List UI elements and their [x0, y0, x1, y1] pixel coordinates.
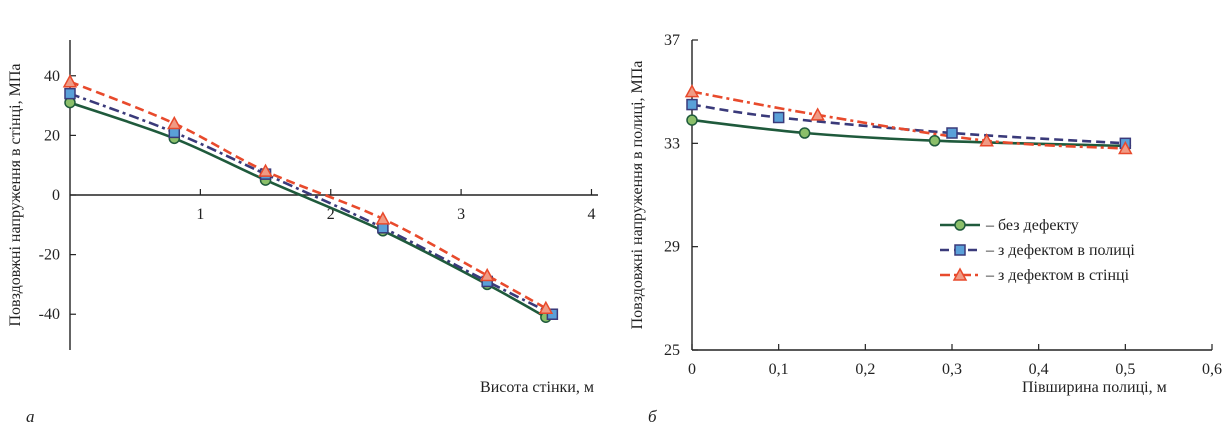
- legend-label: – з дефектом в полиці: [985, 242, 1135, 259]
- data-point-no_defect: [928, 135, 941, 147]
- series-line-web_defect: [691, 90, 1126, 150]
- legend-label: – з дефектом в стінці: [985, 267, 1130, 284]
- data-point-flange_defect: [686, 98, 698, 111]
- y-tick-label: 20: [44, 127, 60, 144]
- y-tick-label: 37: [664, 32, 680, 49]
- data-point-web_defect: [684, 84, 700, 98]
- data-point-web_defect: [375, 211, 391, 225]
- data-point-flange_defect: [772, 111, 785, 124]
- y-tick-label: -20: [39, 247, 60, 264]
- data-point-web_defect: [479, 267, 495, 282]
- series-line-flange_defect: [691, 103, 1126, 145]
- data-point-no_defect: [798, 127, 811, 139]
- legend-marker-flange_defect: [954, 244, 966, 256]
- x-tick-label: 0,3: [942, 361, 962, 378]
- data-point-flange_defect: [64, 87, 76, 100]
- y-tick-label: 33: [664, 135, 680, 152]
- y-tick-label: 29: [664, 239, 680, 256]
- chart-a: 40 20 0 -20 -40 1 2 3 4 Висота стінки, м Повздовжн…: [7, 40, 598, 426]
- data-point-no_defect: [686, 114, 698, 126]
- x-tick-label: 1: [196, 206, 204, 223]
- x-axis-label: Висота стінки, м: [480, 379, 594, 396]
- legend-marker-no_defect: [954, 219, 966, 231]
- data-point-web_defect: [167, 115, 182, 130]
- x-tick-label: 4: [587, 206, 595, 223]
- series-line-no_defect: [69, 101, 547, 319]
- data-point-web_defect: [1118, 140, 1133, 155]
- panel-label: б: [648, 407, 657, 426]
- x-tick-label: 0,1: [769, 361, 789, 378]
- data-point-flange_defect: [946, 127, 958, 139]
- data-point-web_defect: [258, 163, 273, 177]
- y-tick-label: 25: [664, 342, 680, 359]
- y-axis-label: Повздовжні напруження в полиці, МПа: [629, 61, 646, 330]
- x-axis-label: Півширина полиці, м: [1022, 379, 1167, 396]
- data-point-web_defect: [538, 300, 554, 315]
- x-tick-label: 0,4: [1029, 361, 1049, 378]
- y-tick-label: -40: [39, 306, 60, 323]
- y-axis-label: Повздовжні напруження в стінці, МПа: [7, 63, 24, 326]
- data-point-web_defect: [810, 107, 825, 121]
- data-point-web_defect: [62, 74, 78, 88]
- legend-marker-web_defect: [952, 267, 968, 281]
- x-tick-label: 3: [457, 206, 465, 223]
- y-tick-label: 0: [52, 187, 60, 204]
- y-tick-label: 40: [44, 68, 60, 85]
- data-point-flange_defect: [546, 308, 559, 320]
- panel-label: а: [26, 407, 35, 426]
- series-line-web_defect: [69, 80, 547, 310]
- series-line-no_defect: [691, 118, 1126, 148]
- legend-label: – без дефекту: [985, 217, 1079, 234]
- x-tick-label: 0: [688, 361, 696, 378]
- x-tick-label: 0,6: [1202, 361, 1222, 378]
- data-point-web_defect: [979, 133, 994, 147]
- x-tick-label: 2: [327, 206, 335, 223]
- x-tick-label: 0,2: [855, 361, 875, 378]
- chart-b: 37 33 29 25 0 0,1 0,2 0,3 0,4 0,5 0,6 Півширина пол…: [629, 32, 1222, 426]
- x-tick-label: 0,5: [1115, 361, 1135, 378]
- legend: – без дефекту – з дефектом в полиці – з де…: [940, 217, 1135, 284]
